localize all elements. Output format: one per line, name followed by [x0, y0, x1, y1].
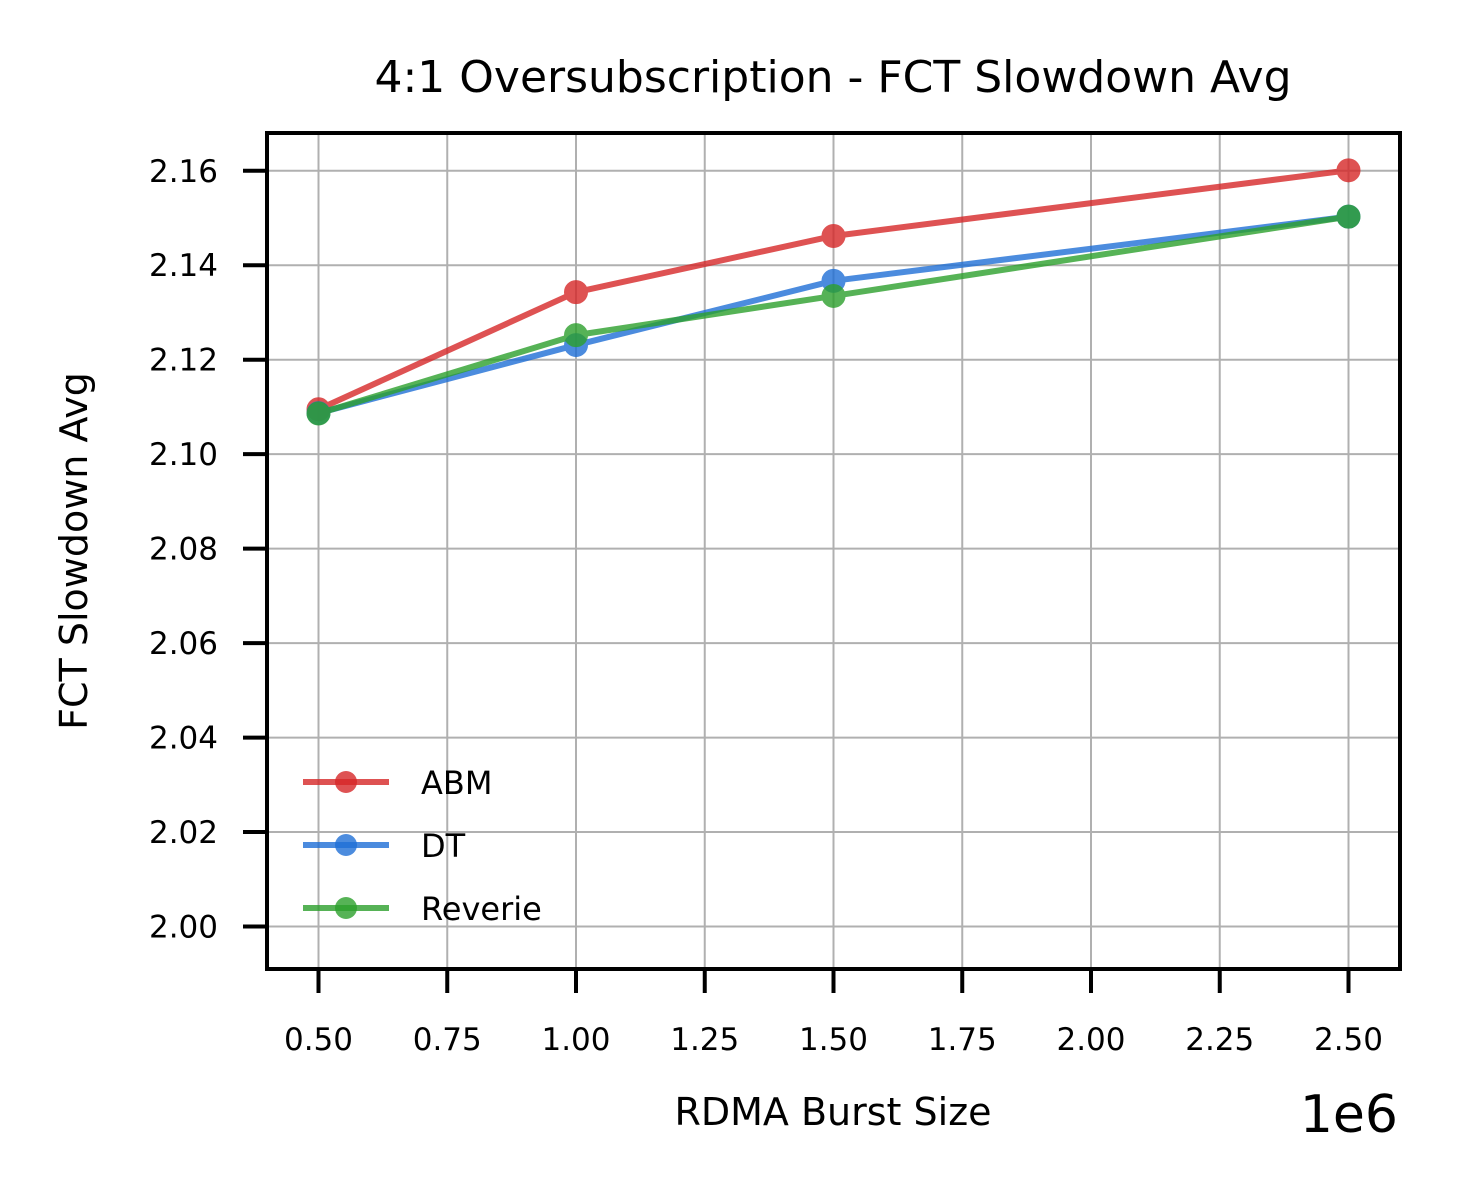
x-axis-offset-label: 1e6 — [1300, 1085, 1398, 1145]
chart-title: 4:1 Oversubscription - FCT Slowdown Avg — [374, 52, 1291, 103]
legend-label-abm: ABM — [421, 764, 492, 802]
legend: ABM DT Reverie — [303, 764, 542, 928]
y-tick-label: 2.02 — [149, 815, 218, 851]
x-tick-label: 1.00 — [541, 1022, 610, 1058]
series-line-reverie — [315, 213, 1352, 417]
legend-marker-abm — [335, 771, 357, 793]
data-point-reverie — [1336, 204, 1361, 229]
data-point-reverie — [564, 323, 588, 348]
legend-label-reverie: Reverie — [421, 890, 542, 928]
data-point-abm — [1336, 158, 1361, 183]
x-tick-label: 2.25 — [1185, 1022, 1254, 1058]
y-tick-label: 2.10 — [149, 437, 218, 473]
data-point-abm — [564, 280, 588, 305]
y-tick-label: 2.04 — [149, 721, 218, 757]
data-point-reverie — [821, 283, 846, 308]
x-axis: 0.50 0.75 1.00 1.25 1.50 1.75 2.00 2.25 2.50 — [284, 969, 1383, 1058]
legend-marker-reverie — [335, 897, 357, 919]
y-tick-label: 2.06 — [149, 626, 218, 662]
legend-label-dt: DT — [421, 827, 466, 865]
y-tick-label: 2.00 — [149, 909, 218, 945]
legend-item-abm: ABM — [303, 764, 492, 802]
x-tick-label: 2.50 — [1314, 1022, 1383, 1058]
series-line-abm — [315, 167, 1352, 413]
x-tick-label: 2.00 — [1056, 1022, 1125, 1058]
x-tick-label: 1.75 — [928, 1022, 997, 1058]
x-tick-label: 0.50 — [284, 1022, 353, 1058]
data-point-reverie — [306, 401, 331, 426]
data-point-abm — [821, 223, 846, 248]
y-tick-label: 2.14 — [149, 248, 218, 284]
legend-item-reverie: Reverie — [303, 890, 542, 928]
y-axis: 2.00 2.02 2.04 2.06 2.08 2.10 2.12 2.14 2.16 — [149, 154, 267, 945]
y-tick-label: 2.16 — [149, 154, 218, 190]
y-axis-label: FCT Slowdown Avg — [52, 372, 96, 730]
grid — [267, 133, 1400, 969]
x-tick-label: 1.25 — [670, 1022, 739, 1058]
y-tick-label: 2.08 — [149, 532, 218, 568]
series-layer — [306, 158, 1361, 426]
y-tick-label: 2.12 — [149, 343, 218, 379]
legend-item-dt: DT — [303, 827, 466, 865]
x-axis-label: RDMA Burst Size — [674, 1090, 991, 1134]
series-reverie — [306, 204, 1361, 426]
x-tick-label: 0.75 — [413, 1022, 482, 1058]
legend-marker-dt — [335, 834, 357, 856]
x-tick-label: 1.50 — [799, 1022, 868, 1058]
